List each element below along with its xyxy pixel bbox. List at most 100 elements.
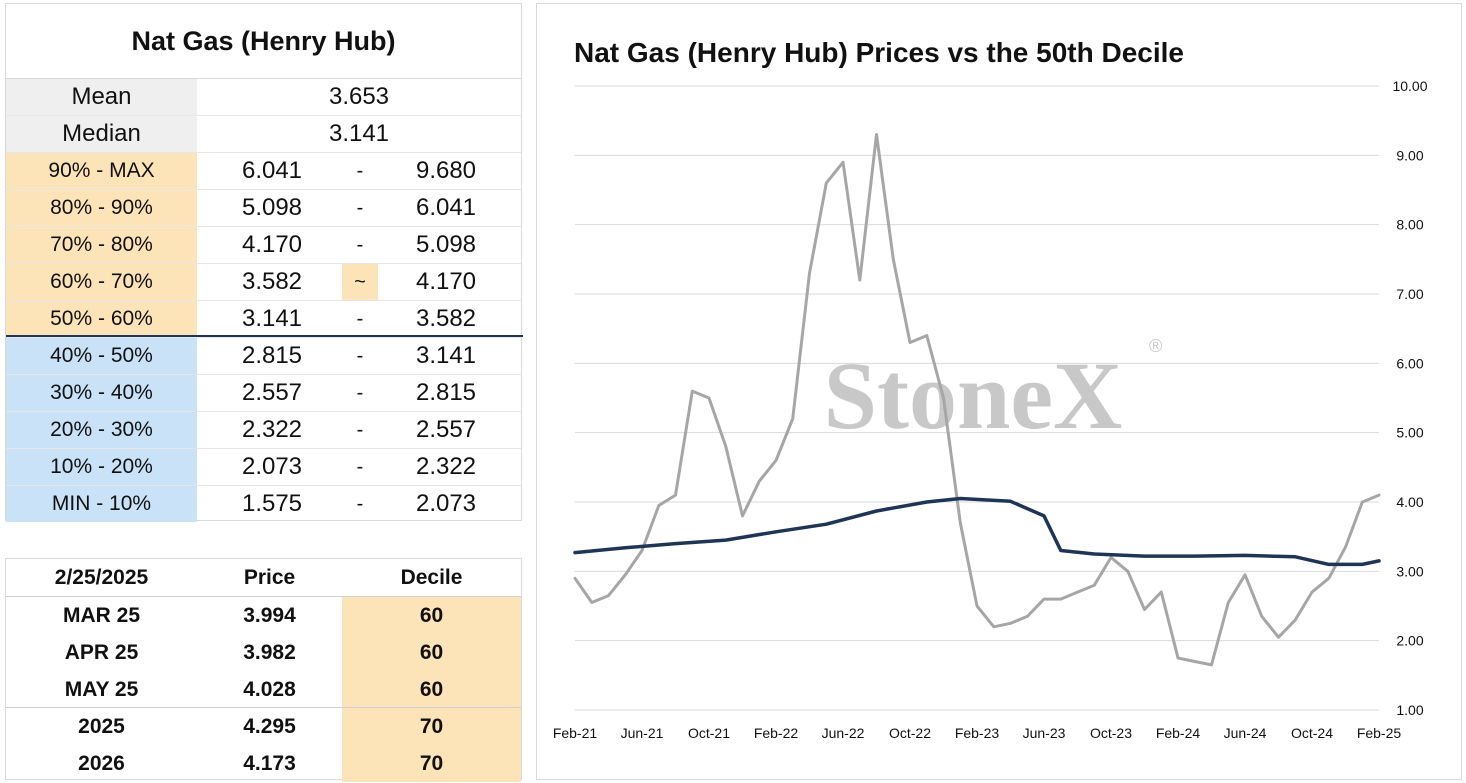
- decile-row: MIN - 10% 1.575 - 2.073: [6, 486, 521, 523]
- decile-high-value: 4.170: [415, 268, 477, 295]
- x-tick-label: Oct-23: [1090, 725, 1132, 741]
- range-dash: -: [356, 456, 364, 478]
- range-dash: -: [356, 234, 364, 256]
- decile-low-value: 3.141: [241, 305, 303, 332]
- y-tick-label: 8.00: [1396, 217, 1423, 233]
- x-tick-label: Jun-23: [1023, 725, 1066, 741]
- median-series-line: [573, 496, 1381, 567]
- decile-low-value: 2.073: [241, 453, 303, 480]
- x-tick-label: Oct-22: [889, 725, 931, 741]
- decile-low-value: 5.098: [241, 194, 303, 221]
- stonex-watermark: StoneX: [824, 342, 1123, 449]
- contract-name: 2025: [78, 715, 125, 738]
- decile-row: 60% - 70% 3.582 ~4.170: [6, 264, 521, 301]
- futures-row: 2026 4.173 70: [6, 745, 521, 782]
- decile-high-value: 2.557: [415, 416, 477, 443]
- decile-high-value: 2.322: [415, 453, 477, 480]
- y-tick-label: 7.00: [1396, 286, 1423, 302]
- x-tick-label: Jun-22: [822, 725, 865, 741]
- decile-range-label: 80% - 90%: [6, 190, 197, 226]
- futures-row: 2025 4.295 70: [6, 708, 521, 745]
- median-row: Median 3.141: [6, 116, 521, 153]
- contract-price: 4.295: [243, 715, 296, 738]
- median-divider: [6, 335, 523, 337]
- decile-row: 10% - 20% 2.073 - 2.322: [6, 449, 521, 486]
- x-tick-label: Feb-21: [553, 725, 598, 741]
- decile-row: 70% - 80% 4.170 - 5.098: [6, 227, 521, 264]
- decile-low-value: 2.815: [241, 342, 303, 369]
- decile-range-label: 40% - 50%: [6, 338, 197, 374]
- median-value: 3.141: [328, 120, 390, 147]
- contract-price: 4.028: [243, 678, 296, 701]
- decile-high-value: 5.098: [415, 231, 477, 258]
- contract-name: MAY 25: [64, 678, 139, 701]
- contract-decile: 70: [342, 745, 521, 782]
- decile-range-label: 30% - 40%: [6, 375, 197, 411]
- futures-row: MAR 25 3.994 60: [6, 597, 521, 634]
- stats-title: Nat Gas (Henry Hub): [6, 4, 521, 79]
- decile-low-value: 4.170: [241, 231, 303, 258]
- date-header: 2/25/2025: [54, 566, 149, 589]
- x-tick-label: Feb-23: [955, 725, 1000, 741]
- mean-value: 3.653: [328, 83, 390, 110]
- decile-row: 40% - 50% 2.815 - 3.141: [6, 338, 521, 375]
- contract-name: APR 25: [64, 641, 139, 664]
- decile-range-label: 10% - 20%: [6, 449, 197, 485]
- decile-stats-panel: Nat Gas (Henry Hub) Mean 3.653 Median 3.…: [5, 3, 523, 523]
- range-dash: -: [356, 382, 364, 404]
- decile-high-value: 9.680: [415, 157, 477, 184]
- decile-low-value: 6.041: [241, 157, 303, 184]
- decile-range-label: 70% - 80%: [6, 227, 197, 263]
- registered-mark: ®: [1149, 336, 1162, 356]
- range-dash: -: [356, 160, 364, 182]
- range-dash: -: [356, 197, 364, 219]
- contract-price: 3.982: [243, 641, 296, 664]
- contract-price: 3.994: [243, 604, 296, 627]
- futures-table: 2/25/2025 Price Decile MAR 25 3.994 60 APR …: [5, 558, 522, 782]
- x-tick-label: Jun-21: [621, 725, 664, 741]
- decile-range-label: MIN - 10%: [6, 486, 197, 522]
- futures-header-row: 2/25/2025 Price Decile: [6, 559, 521, 596]
- median-label: Median: [6, 116, 197, 152]
- contract-name: MAR 25: [62, 604, 141, 627]
- x-tick-label: Feb-25: [1357, 725, 1402, 741]
- y-tick-label: 10.00: [1392, 78, 1427, 94]
- decile-header: Decile: [400, 566, 463, 589]
- decile-row: 80% - 90% 5.098 - 6.041: [6, 190, 521, 227]
- decile-high-value: 6.041: [415, 194, 477, 221]
- current-decile-marker: ~: [342, 264, 378, 300]
- contract-decile: 70: [342, 708, 521, 745]
- y-tick-label: 1.00: [1396, 702, 1423, 718]
- contract-decile: 60: [342, 597, 521, 634]
- decile-range-label: 20% - 30%: [6, 412, 197, 448]
- contract-decile: 60: [342, 671, 521, 708]
- mean-label: Mean: [6, 79, 197, 115]
- range-dash: -: [356, 308, 364, 330]
- y-tick-label: 2.00: [1396, 633, 1423, 649]
- price-header: Price: [243, 566, 296, 589]
- x-tick-label: Feb-24: [1156, 725, 1201, 741]
- range-dash: -: [356, 345, 364, 367]
- x-tick-label: Oct-21: [688, 725, 730, 741]
- y-tick-label: 3.00: [1396, 563, 1423, 579]
- contract-name: 2026: [78, 752, 125, 775]
- price-series-line: [573, 133, 1381, 667]
- decile-low-value: 2.322: [241, 416, 303, 443]
- chart-title: Nat Gas (Henry Hub) Prices vs the 50th D…: [574, 37, 1184, 68]
- decile-high-value: 2.073: [415, 490, 477, 517]
- decile-range-label: 60% - 70%: [6, 264, 197, 300]
- y-tick-label: 4.00: [1396, 494, 1423, 510]
- decile-high-value: 3.141: [415, 342, 477, 369]
- decile-low-value: 3.582: [241, 268, 303, 295]
- chart-panel: Nat Gas (Henry Hub) Prices vs the 50th D…: [536, 3, 1462, 780]
- contract-price: 4.173: [243, 752, 296, 775]
- x-tick-label: Feb-22: [754, 725, 799, 741]
- decile-range-label: 90% - MAX: [6, 153, 197, 189]
- decile-row: 50% - 60% 3.141 - 3.582: [6, 301, 521, 338]
- x-tick-label: Oct-24: [1291, 725, 1333, 741]
- y-tick-label: 9.00: [1396, 147, 1423, 163]
- decile-high-value: 2.815: [415, 379, 477, 406]
- decile-range-label: 50% - 60%: [6, 301, 197, 337]
- decile-row: 30% - 40% 2.557 - 2.815: [6, 375, 521, 412]
- price-chart: 1.00 2.00 3.00 4.00 5.00 6.00 7.00 8.00 9.00 10.0…: [553, 78, 1428, 741]
